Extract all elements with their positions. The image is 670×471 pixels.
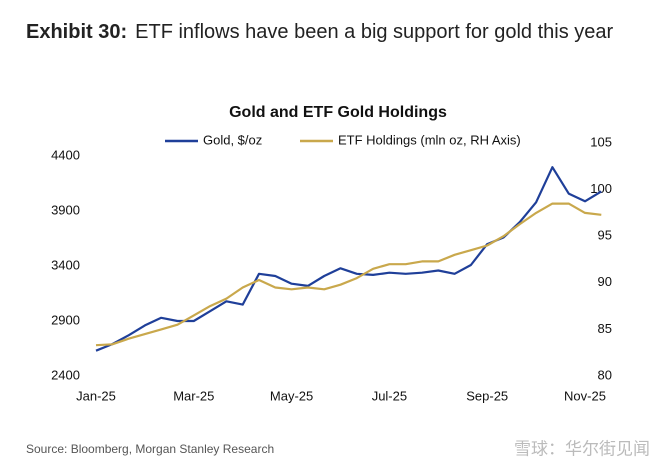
watermark: 雪球：华尔街见闻 <box>514 439 650 458</box>
y2-tick-label: 90 <box>598 274 612 289</box>
y2-tick-label: 85 <box>598 321 612 336</box>
source: Source: Bloomberg, Morgan Stanley Resear… <box>26 442 274 456</box>
y2-tick-label: 80 <box>598 367 612 382</box>
y-tick-label: 2400 <box>51 367 80 382</box>
legend-label: ETF Holdings (mln oz, RH Axis) <box>338 132 521 147</box>
y-tick-label: 4400 <box>51 148 80 163</box>
legend-label: Gold, $/oz <box>203 132 262 147</box>
x-tick-label: Nov-25 <box>564 388 606 403</box>
series-line <box>95 166 602 352</box>
y-tick-label: 2900 <box>51 312 80 327</box>
x-tick-label: Mar-25 <box>173 388 214 403</box>
x-tick-label: May-25 <box>270 388 313 403</box>
y2-tick-label: 100 <box>590 181 612 196</box>
exhibit-header: Exhibit 30: ETF inflows have been a big s… <box>26 16 646 48</box>
exhibit-title: ETF inflows have been a big support for … <box>135 21 614 43</box>
y-tick-label: 3400 <box>51 258 80 273</box>
series-line <box>95 202 602 347</box>
y2-tick-label: 105 <box>590 134 612 149</box>
chart-title: Gold and ETF Gold Holdings <box>229 104 447 121</box>
y-tick-label: 3900 <box>51 203 80 218</box>
y2-tick-label: 95 <box>598 228 612 243</box>
x-tick-label: Sep-25 <box>466 388 508 403</box>
x-tick-label: Jul-25 <box>372 388 407 403</box>
x-tick-label: Jan-25 <box>76 388 116 403</box>
exhibit-label: Exhibit 30: <box>26 21 128 43</box>
